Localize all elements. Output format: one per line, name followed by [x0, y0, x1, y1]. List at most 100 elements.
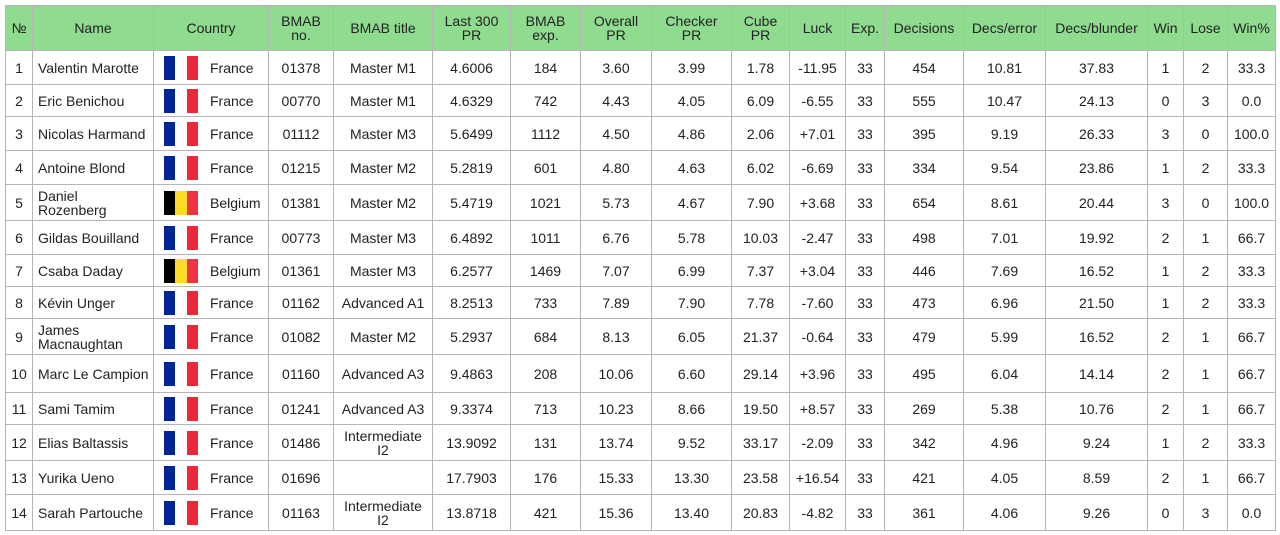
table-cell: 9 — [5, 318, 33, 355]
table-row: 11 Sami Tamim France 01241 Advanced A3 9.3374… — [5, 392, 1276, 425]
table-cell: 4.80 — [580, 150, 652, 185]
table-cell: 16.52 — [1045, 318, 1148, 355]
table-wrap: № Name Country BMAB no. BMAB title Last 300 P… — [5, 5, 1276, 531]
table-cell: 33 — [845, 354, 885, 393]
table-cell: 23.58 — [731, 460, 790, 495]
table-cell: 66.7 — [1227, 318, 1276, 355]
table-cell: 33 — [845, 460, 885, 495]
table-cell: 66.7 — [1227, 220, 1276, 255]
table-cell: 176 — [510, 460, 581, 495]
country-cell: France — [153, 84, 269, 117]
country-name: France — [210, 294, 254, 311]
table-row: 3 Nicolas Harmand France 01112 Master M3 5.64… — [5, 116, 1276, 151]
table-cell: Master M1 — [333, 50, 433, 85]
player-name: Daniel Rozenberg — [32, 184, 154, 221]
table-cell: 3 — [1183, 84, 1228, 117]
flag-icon — [164, 430, 198, 455]
table-cell: 33 — [845, 84, 885, 117]
table-cell: 131 — [510, 424, 581, 461]
table-cell: 8.13 — [580, 318, 652, 355]
table-cell: 3 — [1183, 494, 1228, 531]
table-cell: 33.3 — [1227, 50, 1276, 85]
table-cell: 4.86 — [651, 116, 732, 151]
table-cell: 0 — [1147, 84, 1184, 117]
table-cell: 01215 — [268, 150, 334, 185]
table-cell: 15.33 — [580, 460, 652, 495]
table-cell: 33.17 — [731, 424, 790, 461]
player-name: Gildas Bouilland — [32, 220, 154, 255]
table-cell: 1 — [1147, 50, 1184, 85]
player-name: Marc Le Campion — [32, 354, 154, 393]
table-row: 8 Kévin Unger France 01162 Advanced A1 8.2513… — [5, 286, 1276, 319]
table-cell: 395 — [884, 116, 964, 151]
column-header: Last 300 PR — [432, 5, 511, 51]
table-cell: 7.07 — [580, 254, 652, 287]
table-cell: 01361 — [268, 254, 334, 287]
country-name: France — [210, 328, 254, 345]
table-cell: 8.66 — [651, 392, 732, 425]
flag-icon — [164, 465, 198, 490]
table-cell: 13.9092 — [432, 424, 511, 461]
country-name: France — [210, 504, 254, 521]
flag-icon — [164, 361, 198, 386]
table-cell: -0.64 — [789, 318, 846, 355]
table-cell: 5.78 — [651, 220, 732, 255]
table-cell: 33.3 — [1227, 254, 1276, 287]
table-cell: 1 — [1183, 318, 1228, 355]
country-name: France — [210, 59, 254, 76]
country-cell: France — [153, 354, 269, 393]
table-cell: 1 — [1183, 354, 1228, 393]
column-header: Luck — [789, 5, 846, 51]
table-cell: 1021 — [510, 184, 581, 221]
table-cell: 8 — [5, 286, 33, 319]
table-cell: 1 — [1147, 286, 1184, 319]
table-cell: 4.05 — [651, 84, 732, 117]
table-cell: 0 — [1147, 494, 1184, 531]
table-cell: +3.04 — [789, 254, 846, 287]
table-cell: 33 — [845, 150, 885, 185]
table-cell: +8.57 — [789, 392, 846, 425]
table-cell: 2 — [1147, 354, 1184, 393]
table-cell: 208 — [510, 354, 581, 393]
column-header: Overall PR — [580, 5, 652, 51]
table-row: 12 Elias Baltassis France 01486 Intermediate… — [5, 424, 1276, 461]
table-row: 9 James Macnaughtan France 01082 Master M2 5.… — [5, 318, 1276, 355]
table-cell: 4 — [5, 150, 33, 185]
table-cell: 33 — [845, 50, 885, 85]
table-cell: 14.14 — [1045, 354, 1148, 393]
country-name: Belgium — [210, 262, 261, 279]
table-row: 4 Antoine Blond France 01215 Master M2 5.2819… — [5, 150, 1276, 185]
table-body: 1 Valentin Marotte France 01378 Master M1 4.6… — [5, 50, 1276, 531]
table-cell: 1469 — [510, 254, 581, 287]
table-cell: 20.44 — [1045, 184, 1148, 221]
table-cell: 01486 — [268, 424, 334, 461]
table-cell: 5.38 — [963, 392, 1046, 425]
table-cell: 713 — [510, 392, 581, 425]
country-cell: France — [153, 286, 269, 319]
table-cell: 7.78 — [731, 286, 790, 319]
table-cell: 2.06 — [731, 116, 790, 151]
table-cell: 3.60 — [580, 50, 652, 85]
table-cell: 0.0 — [1227, 494, 1276, 531]
header-row: № Name Country BMAB no. BMAB title Last 300 P… — [5, 5, 1276, 51]
table-cell: 1 — [1183, 220, 1228, 255]
table-cell: 13.40 — [651, 494, 732, 531]
table-cell: Intermediate I2 — [333, 494, 433, 531]
table-cell: 5.73 — [580, 184, 652, 221]
table-row: 13 Yurika Ueno France 01696 17.7903 176 15.33 1… — [5, 460, 1276, 495]
country-cell: France — [153, 50, 269, 85]
player-name: Sami Tamim — [32, 392, 154, 425]
table-cell: 01112 — [268, 116, 334, 151]
country-name: France — [210, 434, 254, 451]
table-cell: 0.0 — [1227, 84, 1276, 117]
table-cell: 184 — [510, 50, 581, 85]
table-cell: 01160 — [268, 354, 334, 393]
table-cell: 1 — [1183, 392, 1228, 425]
table-cell: 498 — [884, 220, 964, 255]
table-row: 10 Marc Le Campion France 01160 Advanced A3 9… — [5, 354, 1276, 393]
table-cell: 10.47 — [963, 84, 1046, 117]
table-cell: 9.3374 — [432, 392, 511, 425]
table-cell: 11 — [5, 392, 33, 425]
country-cell: France — [153, 116, 269, 151]
table-cell: -6.55 — [789, 84, 846, 117]
